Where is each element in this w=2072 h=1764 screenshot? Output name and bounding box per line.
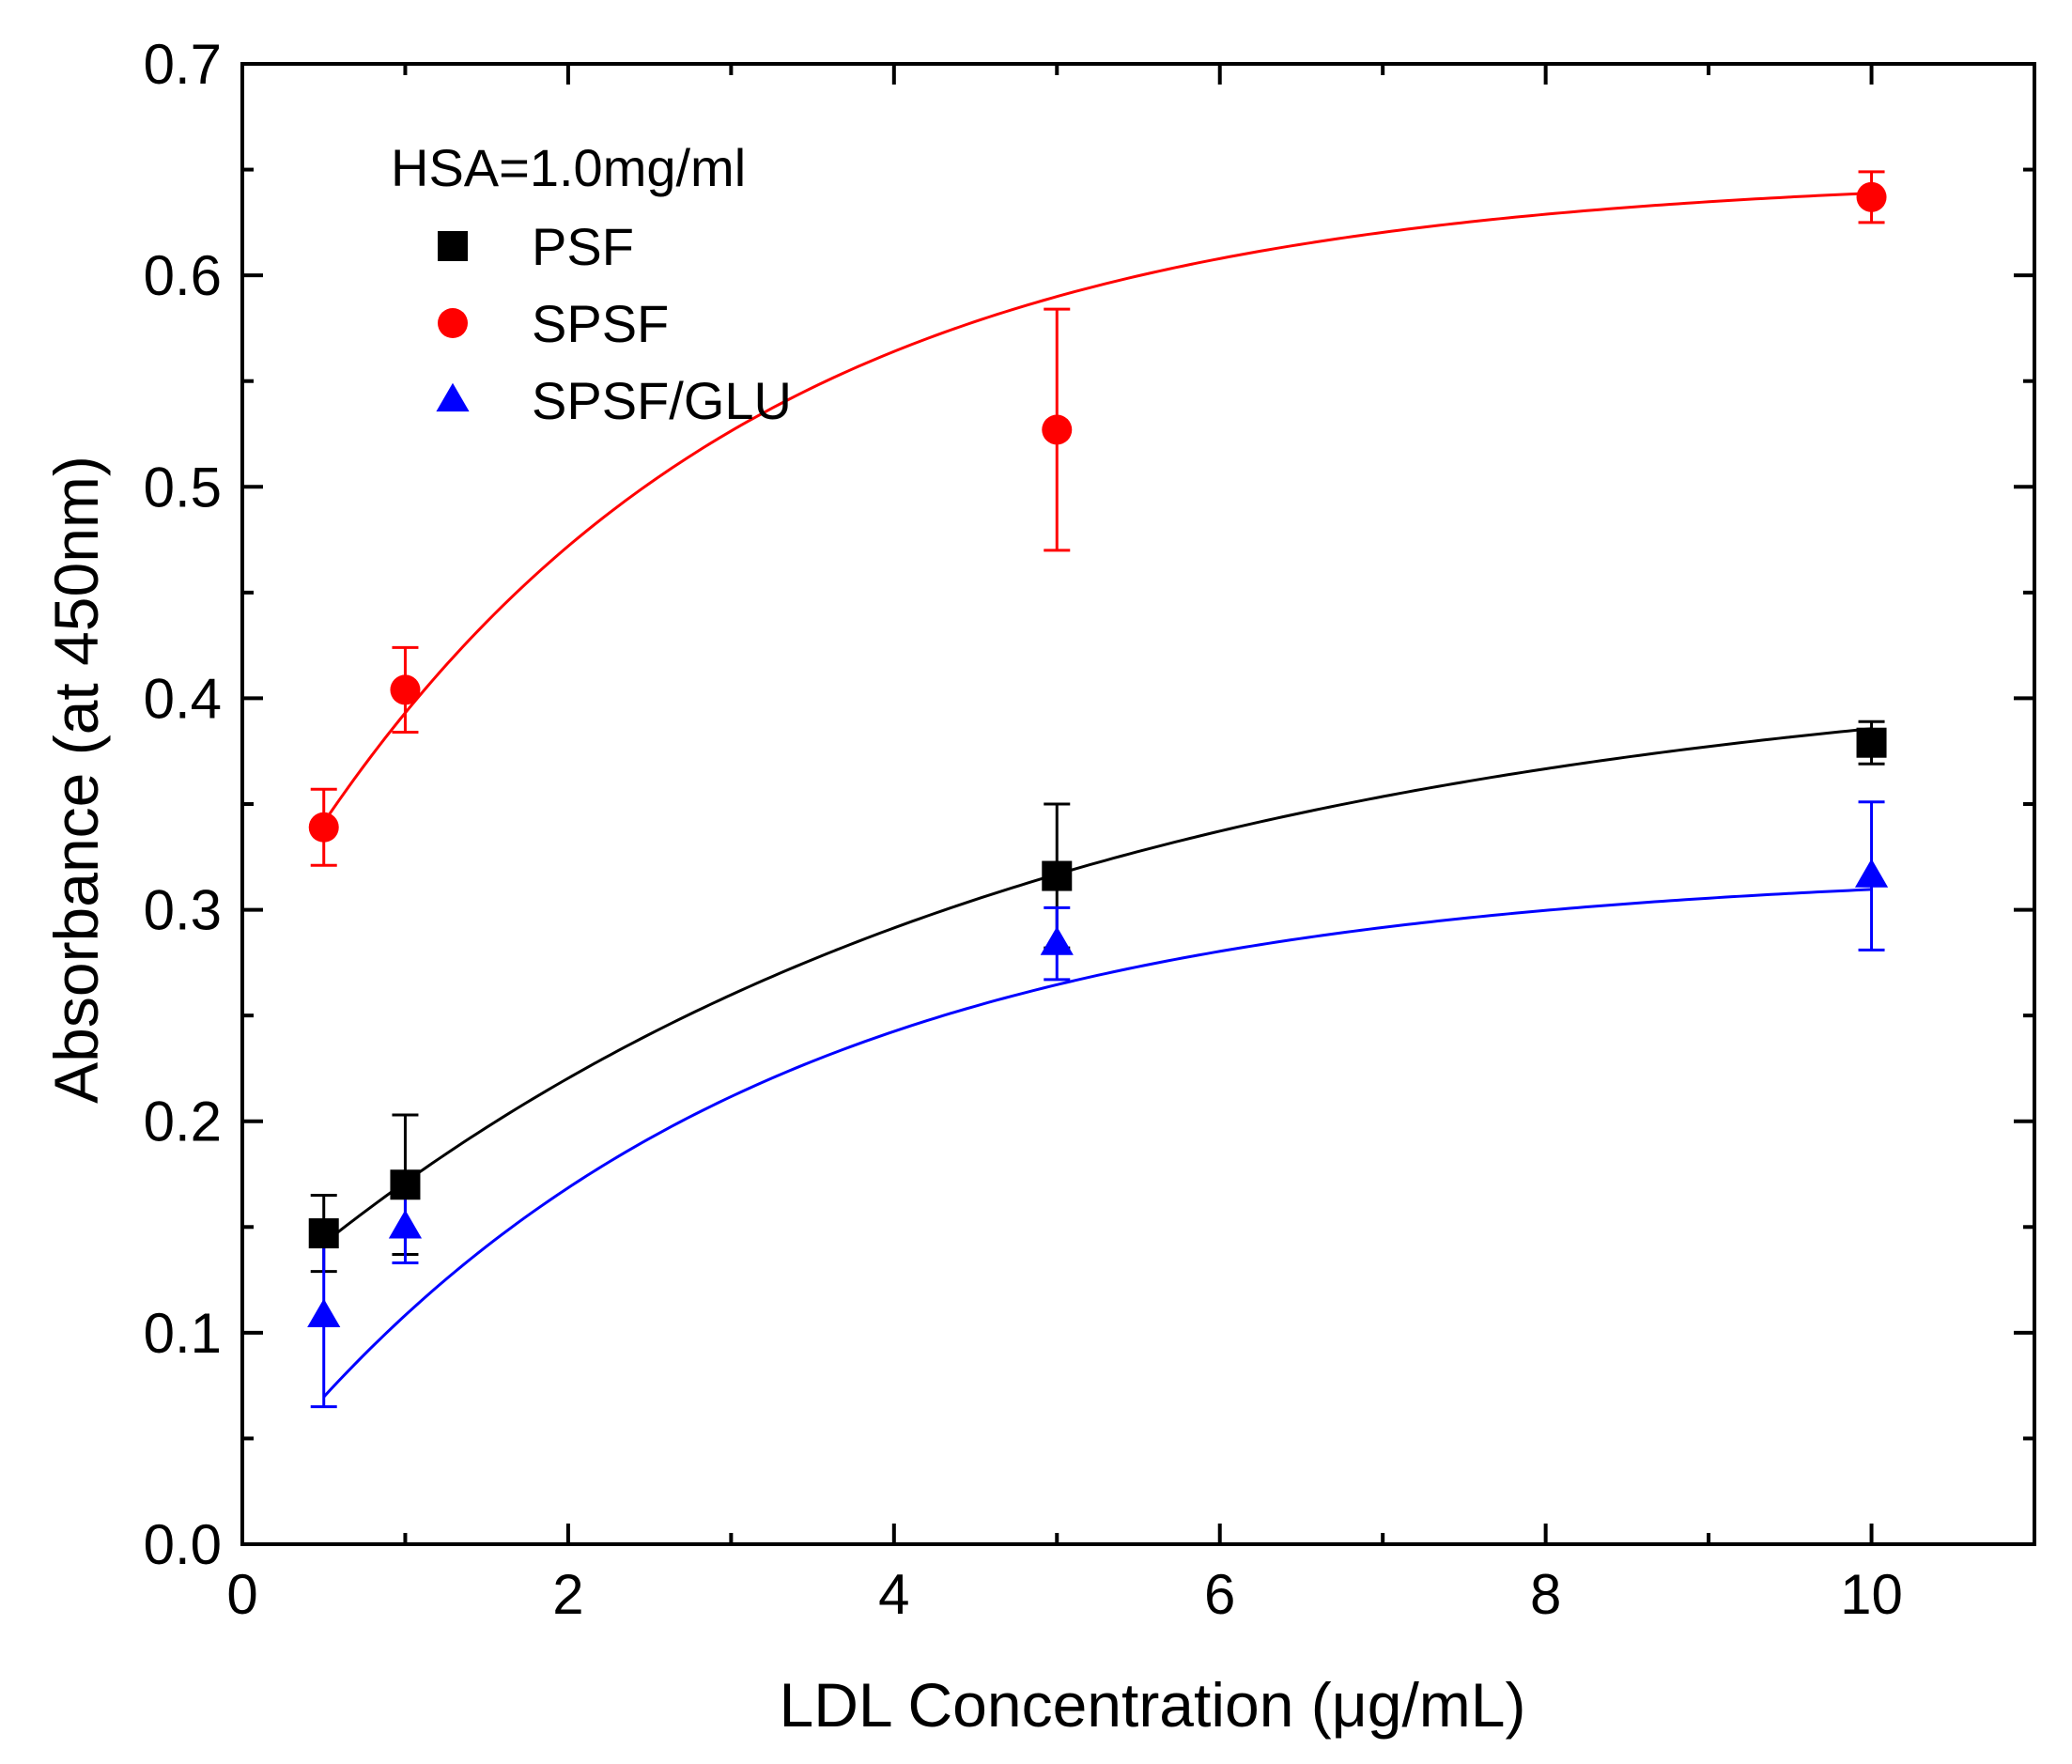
legend-label: SPSF/GLU — [532, 371, 792, 430]
data-point-psf — [308, 1218, 339, 1249]
data-point-spsf-glu — [1040, 926, 1074, 955]
fit-curve-spsf — [322, 192, 1872, 824]
y-tick-label: 0.1 — [144, 1302, 222, 1365]
y-axis-title: Absorbance (at 450nm) — [41, 456, 111, 1104]
fit-curve-spsf-glu — [322, 888, 1872, 1399]
legend-marker-psf — [438, 231, 468, 261]
legend-marker-spsf-glu — [436, 382, 470, 412]
x-tick-label: 6 — [1204, 1563, 1235, 1626]
data-point-spsf-glu — [1854, 859, 1889, 888]
fit-curve-psf — [322, 727, 1872, 1245]
data-point-spsf — [390, 674, 421, 705]
data-point-psf — [1856, 727, 1887, 758]
legend-label: SPSF — [532, 294, 669, 353]
data-point-spsf — [1042, 414, 1073, 445]
x-tick-label: 8 — [1530, 1563, 1561, 1626]
y-tick-label: 0.4 — [144, 667, 222, 730]
data-point-spsf — [1856, 181, 1887, 212]
y-tick-label: 0.3 — [144, 879, 222, 942]
legend: HSA=1.0mg/ml PSF SPSF SPSF/GLU — [391, 138, 792, 430]
y-tick-label: 0.5 — [144, 456, 222, 518]
data-point-psf — [1042, 860, 1073, 891]
data-point-spsf-glu — [388, 1210, 423, 1239]
x-axis-title: LDL Concentration (μg/mL) — [780, 1670, 1526, 1740]
tick-labels: 0 2 4 6 8 10 0.0 0.1 0.2 0.3 0.4 0.5 0.6 0.7 — [144, 33, 1903, 1626]
y-tick-label: 0.2 — [144, 1091, 222, 1153]
legend-marker-spsf — [438, 308, 468, 338]
fit-curves — [322, 192, 1872, 1399]
legend-entries: PSF SPSF SPSF/GLU — [436, 217, 792, 430]
y-tick-label: 0.0 — [144, 1513, 222, 1576]
x-tick-label: 0 — [226, 1563, 257, 1626]
data-points — [307, 181, 1889, 1328]
legend-title: HSA=1.0mg/ml — [391, 138, 746, 197]
axis-ticks — [240, 62, 2036, 1546]
x-tick-label: 4 — [878, 1563, 909, 1626]
y-tick-label: 0.6 — [144, 244, 222, 307]
data-point-psf — [390, 1169, 421, 1200]
y-tick-label: 0.7 — [144, 33, 222, 96]
data-point-spsf-glu — [307, 1298, 341, 1328]
data-point-spsf — [308, 812, 339, 843]
x-tick-label: 2 — [552, 1563, 583, 1626]
x-tick-label: 10 — [1840, 1563, 1903, 1626]
legend-label: PSF — [532, 217, 634, 276]
